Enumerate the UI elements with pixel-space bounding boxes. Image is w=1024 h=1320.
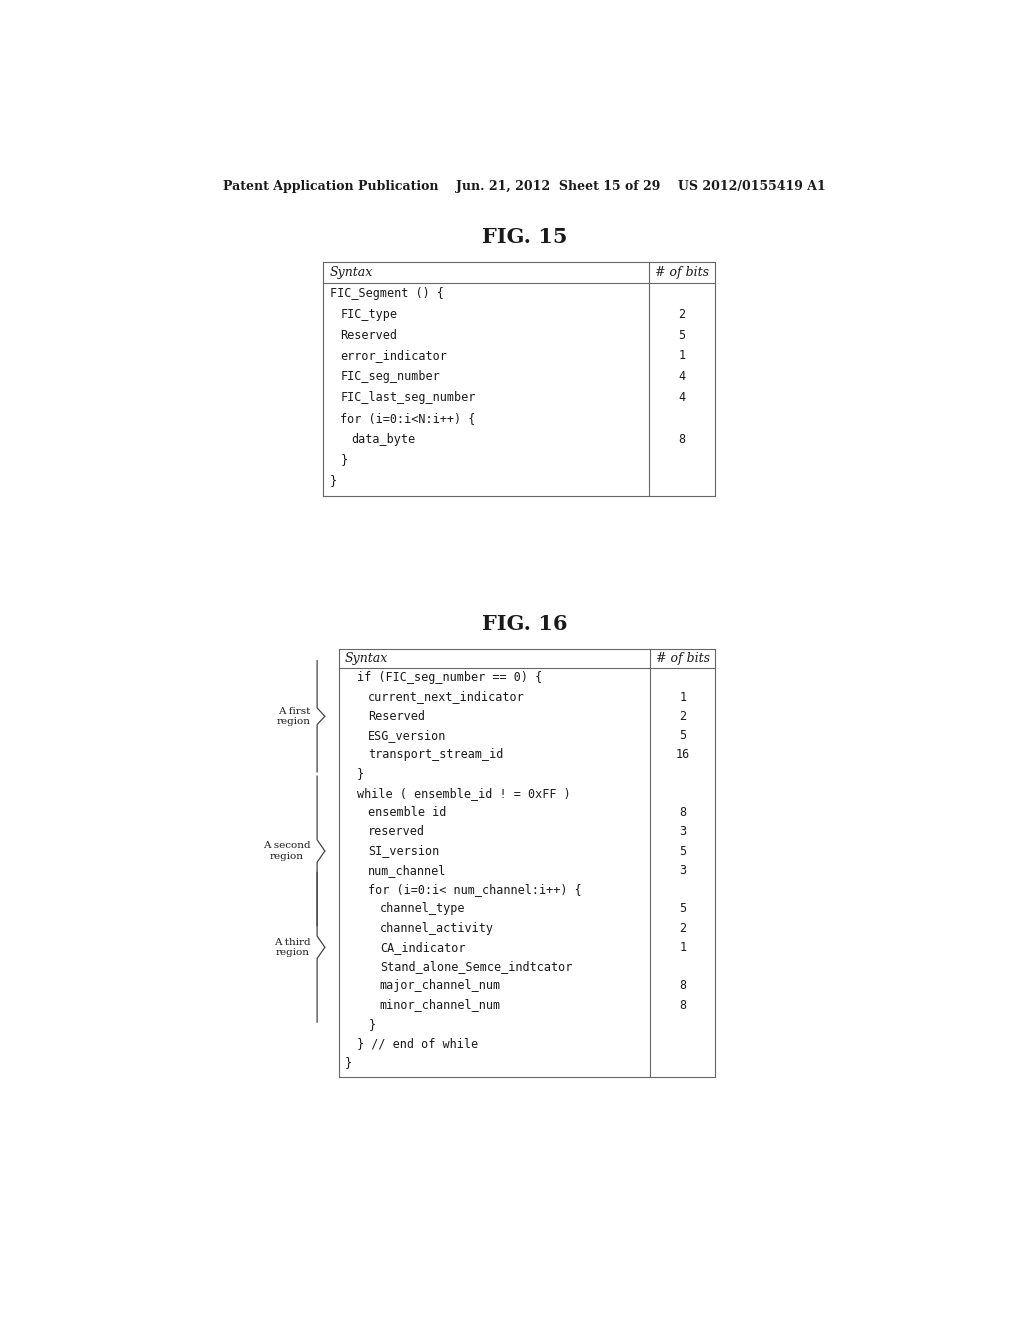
Text: 5: 5 [679,845,686,858]
Text: 5: 5 [679,903,686,915]
Text: 2: 2 [679,921,686,935]
Text: # of bits: # of bits [656,652,710,665]
Text: Stand_alone_Semce_indtcator: Stand_alone_Semce_indtcator [380,960,572,973]
Text: }: } [356,767,364,780]
Text: reserved: reserved [369,825,425,838]
Text: }: } [369,1018,376,1031]
Text: 1: 1 [679,350,686,363]
Text: FIC_last_seg_number: FIC_last_seg_number [340,391,476,404]
Text: 3: 3 [679,863,686,876]
Text: 16: 16 [676,748,690,762]
Text: for (i=0:i< num_channel:i++) {: for (i=0:i< num_channel:i++) { [369,883,582,896]
Text: 4: 4 [679,391,686,404]
Text: channel_activity: channel_activity [380,921,494,935]
Text: 3: 3 [679,825,686,838]
Text: error_indicator: error_indicator [340,350,447,363]
Text: A third
region: A third region [274,937,311,957]
Text: 8: 8 [679,807,686,818]
Text: 5: 5 [679,329,686,342]
Text: Reserved: Reserved [340,329,397,342]
Text: FIC_Segment () {: FIC_Segment () { [330,286,443,300]
Text: A first
region: A first region [276,706,311,726]
Text: if (FIC_seg_number == 0) {: if (FIC_seg_number == 0) { [356,672,542,684]
Text: 2: 2 [679,308,686,321]
Text: 2: 2 [679,710,686,723]
Text: # of bits: # of bits [655,267,710,280]
Text: }: } [330,474,337,487]
Text: 4: 4 [679,370,686,383]
Text: 8: 8 [679,433,686,446]
Text: for (i=0:i<N:i++) {: for (i=0:i<N:i++) { [340,412,476,425]
Text: channel_type: channel_type [380,903,465,915]
Text: CA_indicator: CA_indicator [380,941,465,954]
Text: Syntax: Syntax [345,652,388,665]
Text: }: } [345,1056,352,1069]
Text: current_next_indicator: current_next_indicator [369,690,525,704]
Text: ensemble id: ensemble id [369,807,446,818]
Text: 1: 1 [679,941,686,954]
Text: while ( ensemble_id ! = 0xFF ): while ( ensemble_id ! = 0xFF ) [356,787,570,800]
Text: FIC_seg_number: FIC_seg_number [340,370,440,383]
Text: 5: 5 [679,729,686,742]
Text: data_byte: data_byte [351,433,416,446]
Text: SI_version: SI_version [369,845,439,858]
Text: transport_stream_id: transport_stream_id [369,748,504,762]
Text: num_channel: num_channel [369,863,446,876]
Text: FIG. 15: FIG. 15 [482,227,567,247]
Text: FIC_type: FIC_type [340,308,397,321]
Text: Syntax: Syntax [330,267,373,280]
Text: A second
region: A second region [263,841,311,861]
Text: }: } [340,453,347,466]
Text: Reserved: Reserved [369,710,425,723]
Text: } // end of while: } // end of while [356,1038,478,1049]
Text: Patent Application Publication    Jun. 21, 2012  Sheet 15 of 29    US 2012/01554: Patent Application Publication Jun. 21, … [223,181,826,194]
Text: minor_channel_num: minor_channel_num [380,998,501,1011]
Text: 8: 8 [679,998,686,1011]
Text: major_channel_num: major_channel_num [380,979,501,993]
Text: ESG_version: ESG_version [369,729,446,742]
Text: 8: 8 [679,979,686,993]
Text: FIG. 16: FIG. 16 [482,614,567,634]
Text: 1: 1 [679,690,686,704]
